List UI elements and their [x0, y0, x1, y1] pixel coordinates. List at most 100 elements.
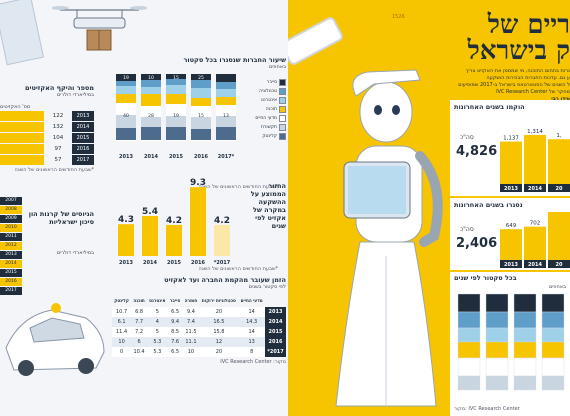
stacked-segment	[141, 127, 161, 141]
stacked-chart: שיעור החברות שנסגרו בכל סקטור באחוזים 20…	[108, 56, 286, 190]
funding-row: 2013 14 20 9.4 6.5 5 6.8 10.7	[112, 307, 286, 317]
phone-illustration	[288, 15, 345, 67]
funding-cell: 7.6	[167, 337, 183, 347]
stacked-subtitle: באחוזים	[268, 64, 286, 70]
stacked-top-value: 15	[173, 76, 179, 81]
funds-year: 2009	[0, 215, 22, 223]
card2-bars: 649201370220145220	[500, 212, 570, 268]
stacked-inner-value: 15	[198, 114, 204, 119]
funding-cell: 11.1	[182, 337, 200, 347]
funding-cell: 6.8	[131, 307, 147, 317]
funds-year: 2012	[0, 242, 22, 250]
right-page: ריים של ק בישראל נרות בתחום התוכנה, מי ש…	[288, 0, 570, 416]
exits-year: 2015	[72, 133, 94, 143]
stacked-inner-value: 19	[173, 114, 179, 119]
funding-cell: 9.4	[167, 317, 183, 327]
funds-year: 2015	[0, 269, 22, 277]
card-bar	[548, 212, 570, 260]
funding-year: 2016	[265, 337, 286, 347]
exits-year: 2017	[72, 155, 94, 165]
vbar-year-label: 2013	[119, 260, 133, 266]
funding-cell: 10.4	[131, 347, 147, 357]
card3-segment	[457, 375, 481, 391]
legend-swatch	[279, 106, 286, 113]
stacked-inner-value: 40	[123, 114, 129, 119]
card3-title: בכל סקטור לפי שנים	[454, 274, 517, 282]
exits-table-title: מספר והיקף האקזיטים	[25, 84, 94, 92]
card3-segment	[485, 341, 509, 359]
card-year-label: 2014	[528, 186, 542, 192]
stacked-segment	[116, 128, 136, 141]
funding-cell: 10	[182, 347, 200, 357]
card-bar-value: 1,314	[527, 129, 543, 135]
stacked-bar	[141, 74, 161, 152]
stacked-segment	[216, 127, 236, 141]
stacked-top-value: 19	[123, 76, 129, 81]
legend-label: סייבר	[266, 80, 277, 85]
exits-table: מספר והיקף האקזיטים במיליארדי דולרים מס'…	[0, 84, 94, 173]
funding-year: 2017*	[265, 347, 286, 357]
vertical-bar-chart: החזור הממוצע על ההשקעה במקרה של אקזיט לפ…	[108, 172, 286, 272]
funding-cell: 13	[238, 337, 265, 347]
legend-label: טכנולוגיה	[259, 89, 277, 94]
exits-value: 132	[44, 122, 72, 132]
funding-cell: 11.5	[182, 327, 200, 337]
exits-row: 2016 97	[0, 144, 94, 154]
card2-total-label: סה"כ	[460, 226, 474, 233]
card3-bars: 20132014201620	[457, 293, 565, 391]
stacked-legend: סייבר טכנולוגיה אינטרנט תוכנה מדעי החיים תקשו…	[242, 78, 286, 141]
exits-bar	[0, 155, 44, 165]
vbar-note: *שבעת החודשים הראשונים של השנה	[198, 266, 278, 272]
funding-cell: 12	[199, 337, 239, 347]
stacked-top-value: 10	[148, 76, 154, 81]
funding-cell: 6.5	[167, 307, 183, 317]
funding-cell: 5.3	[146, 337, 168, 347]
funding-cell: 20	[199, 347, 239, 357]
vbar-title: החזור הממוצע על ההשקעה במקרה של אקזיט לפ…	[250, 182, 286, 230]
card1-bars: 1,137 2013 1,314 2014 1, 20	[500, 129, 570, 192]
vbar-year-label: 2017*	[214, 260, 231, 266]
funding-cell: 8	[238, 347, 265, 357]
headline: ריים של ק בישראל	[410, 12, 570, 64]
funds-subtitle: במיליארדי דולרים	[56, 250, 94, 256]
paper-illustration	[0, 0, 45, 66]
card-year-label: 2014	[528, 262, 542, 268]
funds-year: 2016	[0, 278, 22, 286]
card-bar-value: 702	[530, 221, 541, 227]
vbar-bar	[118, 224, 134, 256]
card3-segment	[457, 311, 481, 329]
legend-item: קלינטק	[242, 132, 286, 141]
vbar-bar	[142, 216, 158, 256]
legend-item: סייבר	[242, 78, 286, 87]
funding-year: 2014	[265, 317, 286, 327]
card3-segment	[513, 293, 537, 313]
stacked-year: 2015	[169, 154, 183, 160]
card3-segment	[541, 311, 565, 329]
stacked-year: 2014	[144, 154, 158, 160]
exits-value: 122	[44, 111, 72, 121]
vbar-value-label: 4.3	[118, 215, 134, 225]
intro-line: נרות בתחום התוכנה, מי שמממן את האקזיט צר…	[465, 68, 570, 74]
exits-table-note: *שבעת החודשים הראשונים של השנה	[14, 167, 94, 173]
funding-cell: 5.3	[146, 347, 168, 357]
funding-header: חומרה	[184, 297, 198, 303]
card-bar-value: 1,137	[503, 136, 519, 142]
funds-year: 2014	[0, 260, 22, 268]
legend-item: טכנולוגיה	[242, 87, 286, 96]
card3-segment	[513, 357, 537, 377]
card3-segment	[513, 327, 537, 343]
funding-header: אינטרנט	[149, 297, 166, 303]
card3-segment	[513, 311, 537, 329]
funding-cell: 0	[112, 347, 132, 357]
legend-item: תוכנה	[242, 105, 286, 114]
exits-row: 2017 57	[0, 155, 94, 165]
stacked-segment	[191, 128, 211, 141]
funding-cell: 5	[146, 307, 168, 317]
card-founded: הוקמו בשנים האחרונות סה"כ 4,826 1,137 201…	[450, 100, 570, 196]
legend-item: מדעי החיים	[242, 114, 286, 123]
funds-title: הגיוסים של קרנות הון סיכון ישראליות	[28, 210, 94, 226]
card-year-band	[524, 260, 546, 268]
stacked-segment	[166, 127, 186, 141]
card3-segment	[485, 327, 509, 343]
car-illustration	[5, 303, 105, 376]
